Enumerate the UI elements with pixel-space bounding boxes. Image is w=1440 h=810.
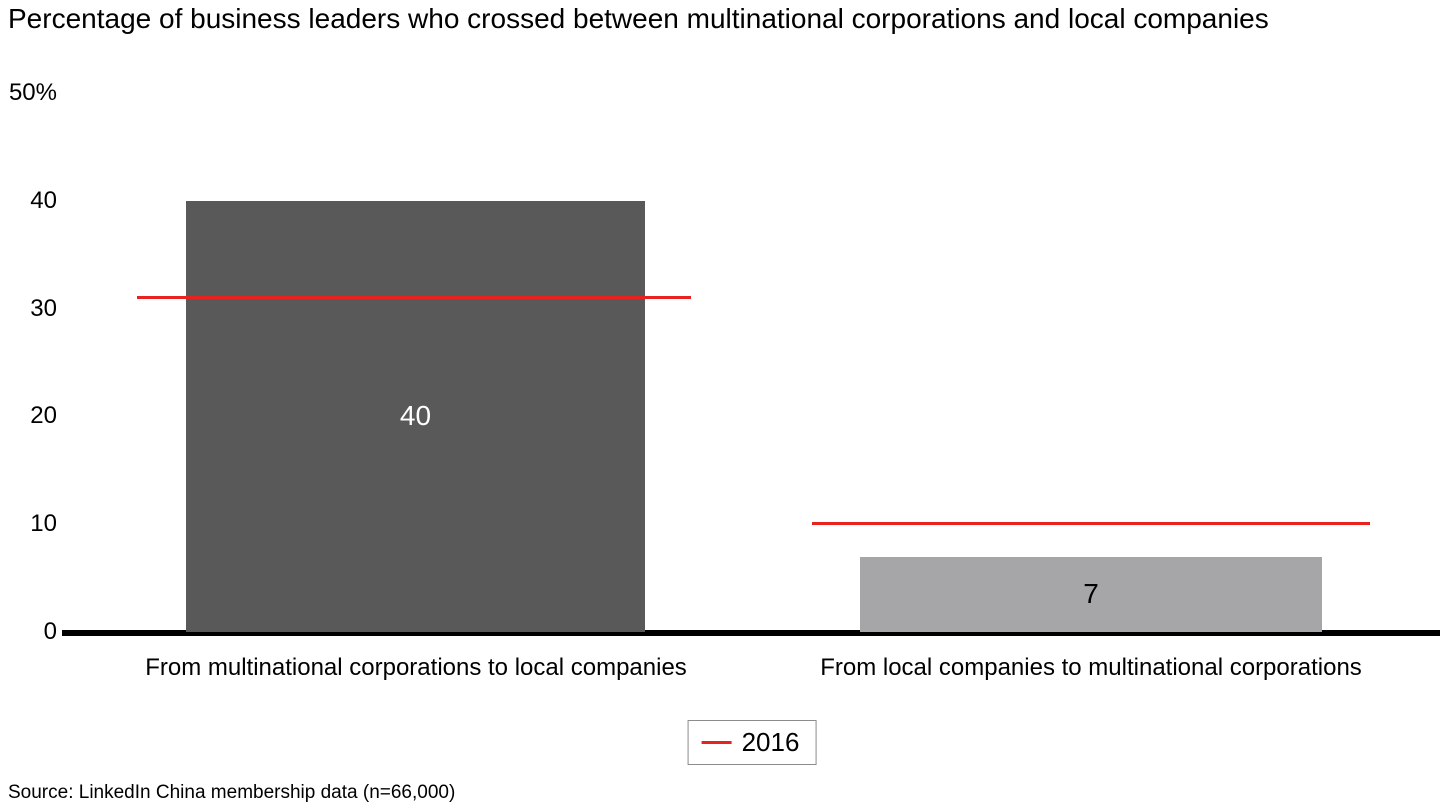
legend-label: 2016	[741, 727, 800, 757]
category-label-2: From local companies to multinational co…	[820, 654, 1362, 681]
y-axis-tick-label: 40	[30, 186, 57, 214]
y-axis-tick-label: 50%	[8, 79, 57, 106]
source-note: Source: LinkedIn China membership data (…	[8, 782, 456, 803]
bar-value-label: 40	[399, 400, 432, 432]
y-axis-tick-label: 10	[30, 510, 57, 538]
reference-line-2016	[812, 522, 1370, 526]
bar-1: 40	[186, 200, 645, 632]
bar-2: 7	[860, 556, 1322, 632]
category-label-1: From multinational corporations to local…	[145, 654, 687, 681]
reference-line-2016	[137, 295, 691, 299]
legend: 2016	[687, 720, 817, 765]
y-axis-tick-label: 20	[30, 402, 57, 430]
y-axis-tick-label: 0	[43, 618, 57, 645]
x-axis-line	[62, 630, 1440, 636]
bar-value-label: 7	[1083, 578, 1099, 610]
y-axis-tick-label: 30	[30, 294, 57, 322]
legend-line-marker	[701, 741, 732, 744]
chart-title: Percentage of business leaders who cross…	[8, 3, 1269, 34]
